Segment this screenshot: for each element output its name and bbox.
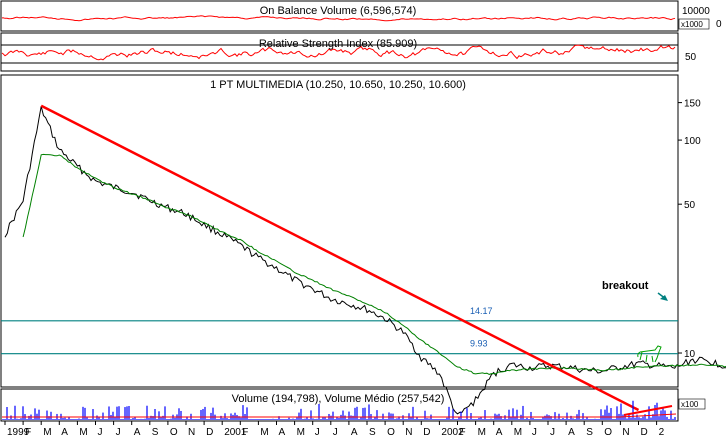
x-tick-label: M: [43, 427, 51, 438]
x-tick-label: A: [496, 427, 503, 438]
x-tick-label: N: [188, 427, 195, 438]
x-tick-label: M: [260, 427, 268, 438]
level-label: 14.17: [470, 306, 493, 316]
obv-unit-box: [678, 18, 710, 30]
x-tick-label: M: [79, 427, 87, 438]
volume-unit-label: x100: [681, 400, 699, 409]
rsi-panel: [0, 32, 679, 72]
moving-average-line: [22, 153, 726, 375]
price-title: 1 PT MULTIMEDIA (10.250, 10.650, 10.250,…: [210, 79, 466, 91]
price-panel: [0, 74, 679, 388]
obv-panel: [0, 0, 679, 32]
volume-panel: [0, 388, 679, 422]
obv-tick-label: 0: [716, 19, 722, 30]
obv-unit-label: x1000: [681, 20, 703, 29]
x-tick-label: O: [604, 427, 612, 438]
obv-line: [1, 15, 676, 22]
price-tick-label: 10: [684, 349, 696, 360]
x-tick-label: D: [206, 427, 213, 438]
x-tick-label: F: [460, 427, 466, 438]
x-tick-label: N: [622, 427, 629, 438]
obv-title: On Balance Volume (6,596,574): [260, 5, 417, 17]
x-tick-label: A: [279, 427, 286, 438]
rsi-line: [1, 44, 676, 61]
trendlines: [40, 104, 640, 412]
x-tick-label: N: [405, 427, 412, 438]
x-tick-label: S: [369, 427, 376, 438]
x-tick-label: 2: [659, 427, 665, 438]
price-tick-label: 150: [684, 99, 701, 110]
x-tick-label: 2001: [224, 427, 247, 438]
breakout-arrow-icon: [657, 292, 668, 301]
x-tick-label: D: [423, 427, 430, 438]
x-tick-label: A: [134, 427, 141, 438]
x-tick-label: D: [641, 427, 648, 438]
rsi-title: Relative Strength Index (85.909): [259, 38, 417, 50]
breakout-label: breakout: [602, 280, 649, 292]
x-tick-label: S: [586, 427, 593, 438]
x-tick-label: A: [61, 427, 68, 438]
price-axis: 150 100 50 10: [678, 99, 701, 360]
x-tick-label: J: [333, 427, 338, 438]
x-tick-label: J: [315, 427, 320, 438]
x-tick-label: J: [116, 427, 121, 438]
x-tick-label: A: [351, 427, 358, 438]
x-tick-label: F: [25, 427, 31, 438]
x-tick-label: O: [170, 427, 178, 438]
trendline: [40, 104, 640, 412]
x-tick-label: F: [242, 427, 248, 438]
x-tick-label: J: [532, 427, 537, 438]
obv-tick-label: 10000: [682, 6, 710, 17]
volume-trendline: [623, 405, 673, 416]
x-tick-label: O: [387, 427, 395, 438]
x-tick-label: M: [514, 427, 522, 438]
x-tick-label: J: [98, 427, 103, 438]
bull-icon: [637, 345, 662, 363]
level-label: 9.93: [470, 339, 488, 349]
x-tick-label: A: [568, 427, 575, 438]
x-tick-label: M: [297, 427, 305, 438]
horizontal-levels: 14.17 9.93: [1, 306, 678, 355]
volume-unit-box: [678, 398, 706, 410]
x-tick-label: M: [478, 427, 486, 438]
x-tick-label: 2002: [441, 427, 464, 438]
volume-title: Volume (194,798), Volume Médio (257,542): [232, 393, 445, 405]
rsi-tick-label: 50: [685, 52, 697, 63]
volume-average-line: [2, 413, 677, 418]
price-tick-label: 50: [684, 200, 696, 211]
x-tick-label: 1999: [7, 427, 30, 438]
price-tick-label: 100: [684, 136, 701, 147]
x-tick-label: S: [152, 427, 159, 438]
price-line: [4, 106, 726, 415]
x-tick-label: J: [550, 427, 555, 438]
